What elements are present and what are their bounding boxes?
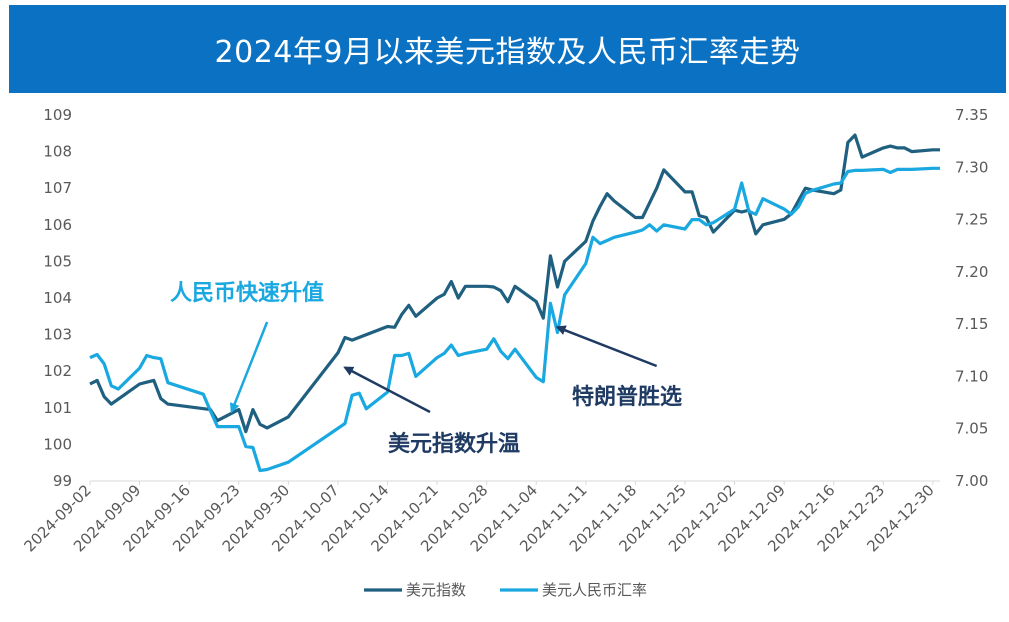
y-right-tick-label: 7.05 <box>955 420 988 438</box>
annotation-label: 美元指数升温 <box>388 431 520 457</box>
y-right-tick-label: 7.15 <box>955 315 988 333</box>
y-left-tick-label: 107 <box>43 179 72 197</box>
series-line-dollar-index <box>89 133 940 434</box>
annotation-label: 人民币快速升值 <box>170 280 324 306</box>
annotation-label: 特朗普胜选 <box>572 384 682 410</box>
series-line-usdcny <box>89 166 940 473</box>
y-left-tick-label: 100 <box>43 435 72 453</box>
annotation-arrow <box>229 321 269 414</box>
annotation-arrow <box>555 325 658 368</box>
y-right-tick-label: 7.25 <box>955 211 988 229</box>
y-left-tick-label: 103 <box>43 326 72 344</box>
legend-label: 美元人民币汇率 <box>542 581 647 599</box>
y-right-tick-label: 7.10 <box>955 367 988 385</box>
legend: 美元指数 美元人民币汇率 <box>364 581 647 599</box>
y-right-tick-label: 7.00 <box>955 472 988 490</box>
y-right-tick-label: 7.20 <box>955 263 988 281</box>
y-left-tick-label: 104 <box>43 289 72 307</box>
y-left-tick-label: 99 <box>53 472 72 490</box>
y-left-tick-label: 101 <box>43 399 72 417</box>
y-left-tick-label: 105 <box>43 252 72 270</box>
y-right-tick-label: 7.35 <box>955 106 988 124</box>
series-lines <box>89 133 940 473</box>
y-left-tick-label: 106 <box>43 216 72 234</box>
annotation-arrow <box>343 366 431 414</box>
chart-title: 2024年9月以来美元指数及人民币汇率走势 <box>9 5 1006 93</box>
y-right-tick-label: 7.30 <box>955 158 988 176</box>
y-left-tick-label: 108 <box>43 143 72 161</box>
y-left-tick-label: 102 <box>43 362 72 380</box>
legend-label: 美元指数 <box>406 581 466 599</box>
y-left-tick-label: 109 <box>43 106 72 124</box>
